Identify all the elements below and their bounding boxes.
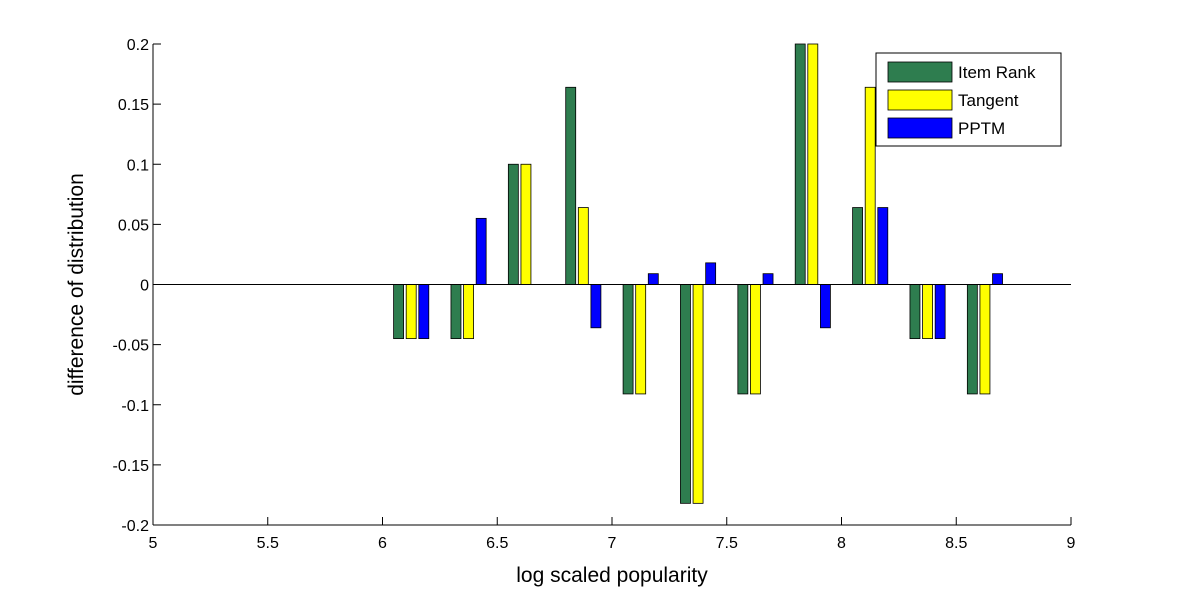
bar-item-rank-9 [909, 284, 921, 340]
legend-swatch-pptm [887, 117, 953, 139]
x-tick-label: 6.5 [486, 535, 508, 552]
bar-item-rank-1 [450, 284, 462, 340]
y-tick-label: -0.2 [121, 518, 149, 535]
legend-label-tangent: Tangent [958, 91, 1019, 110]
x-tick-label: 8.5 [945, 535, 967, 552]
bar-tangent-5 [692, 284, 704, 504]
x-tick-label: 9 [1067, 535, 1076, 552]
x-tick-label: 5 [149, 535, 158, 552]
bar-item-rank-0 [393, 284, 404, 340]
y-tick-label: 0.15 [118, 97, 149, 114]
legend-swatch-item-rank [887, 61, 953, 83]
legend-label-item-rank: Item Rank [958, 63, 1036, 82]
legend-label-pptm: PPTM [958, 119, 1005, 138]
bar-item-rank-3 [565, 86, 577, 285]
bar-item-rank-7 [794, 43, 806, 285]
bar-tangent-2 [520, 163, 532, 285]
bar-tangent-3 [577, 207, 589, 285]
bar-pptm-3 [590, 284, 602, 329]
bar-pptm-0 [418, 284, 430, 340]
bar-pptm-4 [647, 273, 659, 285]
bar-item-rank-2 [507, 163, 519, 285]
y-tick-label: 0.2 [127, 37, 149, 54]
x-tick-label: 7 [608, 535, 617, 552]
y-tick-label: 0.1 [127, 157, 149, 174]
y-tick-label: 0.05 [118, 217, 149, 234]
y-tick-label: -0.05 [113, 338, 150, 355]
y-tick-label: 0 [140, 278, 149, 295]
legend-swatch-tangent [887, 89, 953, 111]
bar-tangent-4 [635, 284, 647, 395]
bar-item-rank-6 [737, 284, 749, 395]
bar-pptm-6 [762, 273, 774, 285]
y-tick-label: -0.15 [113, 458, 150, 475]
bar-tangent-7 [807, 43, 819, 285]
y-tick-label: -0.1 [121, 398, 149, 415]
y-axis-label: difference of distribution [65, 173, 88, 396]
bar-tangent-1 [463, 284, 474, 340]
bar-item-rank-8 [852, 207, 863, 285]
bar-pptm-8 [877, 207, 889, 285]
bar-pptm-1 [475, 217, 487, 285]
bar-tangent-10 [979, 284, 991, 395]
bar-item-rank-5 [680, 284, 691, 504]
bar-pptm-7 [820, 284, 831, 329]
bar-pptm-9 [934, 284, 946, 340]
x-tick-label: 7.5 [716, 535, 738, 552]
bar-tangent-6 [750, 284, 761, 395]
axes-group: 5 5.5 6 6.5 7 7.5 8 8.5 9 -0.2 -0.15 -0.1 -0.05 0 0.05… [113, 37, 1076, 552]
bar-item-rank-4 [622, 284, 634, 395]
bars-group [393, 43, 1003, 504]
bar-tangent-0 [405, 284, 417, 340]
bar-pptm-10 [992, 273, 1003, 285]
x-tick-label: 8 [837, 535, 846, 552]
bar-tangent-8 [864, 86, 876, 285]
bar-tangent-9 [922, 284, 933, 340]
x-tick-label: 6 [378, 535, 387, 552]
x-tick-label: 5.5 [257, 535, 279, 552]
legend: Item Rank Tangent PPTM [875, 52, 1062, 147]
bar-item-rank-10 [966, 284, 978, 395]
bar-pptm-5 [705, 262, 717, 285]
x-axis-label: log scaled popularity [516, 564, 708, 587]
